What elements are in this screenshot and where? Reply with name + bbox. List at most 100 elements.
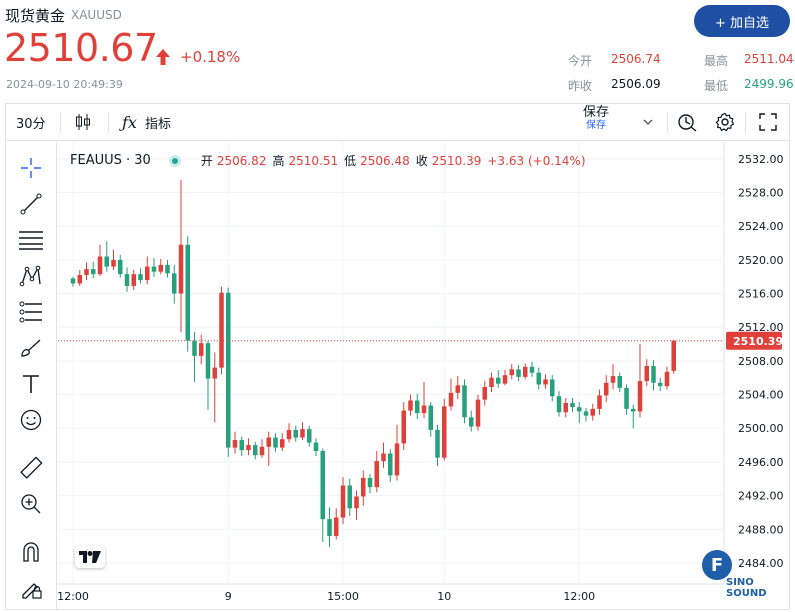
open-value: 2506.74 [611, 52, 661, 66]
candle-body [131, 274, 136, 286]
zoom-in-icon[interactable] [15, 488, 47, 520]
gear-icon[interactable] [715, 103, 735, 141]
tradingview-logo-icon[interactable] [75, 546, 105, 568]
x-tick-label: 9 [225, 590, 232, 603]
candle-body [361, 477, 366, 497]
candle-body [327, 519, 332, 537]
candle-body [300, 429, 305, 438]
candle-body [442, 406, 447, 458]
legend-change: +3.63 (+0.14%) [487, 153, 586, 168]
add-watchlist-button[interactable]: + 加自选 [694, 5, 790, 37]
candle-body [435, 429, 440, 458]
prev-close-label: 昨收 [568, 79, 593, 93]
candle-body [651, 365, 656, 383]
indicators-button[interactable]: 指标 [145, 116, 172, 132]
candle-body [658, 382, 663, 387]
function-icon[interactable]: ƒx [122, 112, 137, 132]
trend-line-icon[interactable] [15, 188, 47, 220]
candle-body [334, 517, 339, 537]
legend-close-label: 收 [415, 154, 428, 168]
fib-icon[interactable] [15, 296, 47, 328]
candle-body [590, 408, 595, 416]
y-tick-label: 2528.00 [738, 187, 784, 200]
candle-body [192, 340, 197, 356]
candle-body [205, 343, 211, 379]
text-icon[interactable] [15, 368, 47, 400]
y-tick-label: 2492.00 [738, 490, 784, 503]
ohlc-legend: FEAUUS · 30 开 2506.82 高 2510.51 低 2506.48 收… [70, 152, 588, 169]
candle-body [367, 477, 373, 488]
candle-body [388, 453, 393, 476]
candle-body [84, 269, 89, 276]
legend-low-value: 2506.48 [360, 153, 410, 168]
horizontal-lines-icon[interactable] [15, 224, 47, 256]
low-label: 最低 [704, 79, 729, 93]
candle-body [124, 274, 130, 286]
y-tick-label: 2484.00 [738, 557, 784, 570]
legend-low-label: 低 [344, 154, 357, 168]
arrow-up-icon [156, 49, 170, 65]
pattern-icon[interactable] [15, 260, 47, 292]
candle-body [340, 485, 346, 518]
candle-body [253, 445, 258, 456]
candle-body [428, 405, 433, 430]
candle-body [475, 399, 481, 427]
chart-toolbar: 30分 ƒx 指标 保存 保存 [5, 103, 790, 141]
watermark-logo: F [702, 550, 732, 580]
y-tick-label: 2524.00 [738, 220, 784, 233]
last-price-badge [726, 331, 782, 350]
candle-body [151, 266, 157, 272]
candle-body [178, 244, 184, 294]
candle-body [381, 453, 386, 462]
x-tick-label: 12:00 [58, 590, 89, 603]
candle-body [158, 264, 163, 272]
candle-body [448, 392, 454, 407]
candlestick-icon[interactable] [75, 103, 91, 141]
candle-body [259, 446, 265, 456]
candle-body [482, 386, 487, 400]
candle-body [280, 439, 285, 448]
candle-body [509, 369, 514, 376]
candle-body [529, 366, 535, 373]
save-button[interactable]: 保存 保存 [583, 106, 609, 140]
replay-icon[interactable] [677, 103, 697, 141]
candle-body [394, 443, 400, 476]
candle-body [320, 450, 325, 520]
candle-body [185, 244, 190, 341]
price-chart[interactable]: 2532.00 2528.00 2524.00 2520.00 2516.00 2512.… [58, 142, 790, 610]
current-price: 2510.67 [4, 26, 158, 70]
magnet-icon[interactable] [15, 536, 47, 568]
candle-body [145, 266, 150, 281]
high-label: 最高 [704, 54, 729, 68]
candle-body [577, 407, 582, 412]
candle-body [597, 395, 602, 409]
ruler-icon[interactable] [15, 452, 47, 484]
candle-body [118, 259, 123, 275]
y-tick-label: 2520.00 [738, 254, 784, 267]
candle-body [138, 274, 143, 281]
candle-body [550, 379, 555, 397]
candle-body [232, 440, 238, 448]
y-tick-label: 2516.00 [738, 288, 784, 301]
crosshair-icon[interactable] [15, 152, 47, 184]
candle-body [347, 485, 352, 509]
fullscreen-icon[interactable] [759, 103, 777, 141]
candle-body [455, 385, 460, 393]
lock-drawing-icon[interactable] [15, 572, 47, 604]
candle-body [496, 377, 501, 384]
candle-body [570, 402, 575, 408]
candle-body [401, 410, 406, 444]
candle-body [165, 264, 170, 274]
interval-selector[interactable]: 30分 [16, 116, 46, 132]
candle-body [610, 376, 616, 383]
chevron-down-icon[interactable] [643, 103, 653, 141]
candle-body [469, 417, 474, 427]
brush-icon[interactable] [15, 332, 47, 364]
low-value: 2499.96 [744, 77, 794, 91]
candle-body [91, 269, 96, 275]
legend-high-label: 高 [272, 154, 285, 168]
candle-body [307, 429, 312, 443]
emoji-icon[interactable] [15, 404, 47, 436]
y-tick-label: 2500.00 [738, 422, 784, 435]
legend-symbol: FEAUUS · 30 [70, 153, 151, 168]
